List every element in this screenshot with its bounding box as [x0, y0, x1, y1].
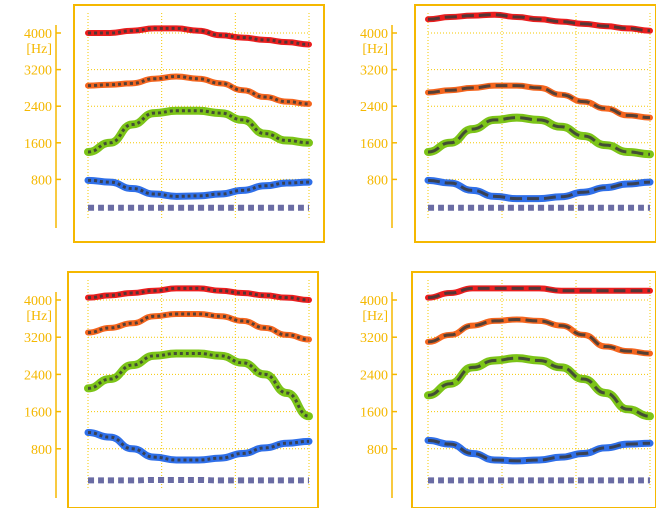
series-line-f2 — [84, 349, 313, 421]
plot-frame — [73, 4, 325, 243]
reference-line-f4 — [87, 286, 310, 302]
reference-line-f1 — [427, 178, 651, 201]
y-tick-label: 3200 — [24, 64, 52, 79]
chart-panel-2: 800 1600 2400 3200 4000[Hz] — [360, 4, 656, 243]
chart-panel-4: 800 1600 2400 3200 4000[Hz] — [360, 271, 656, 508]
y-tick-label: 2400 — [24, 368, 52, 383]
y-tick-label: 3200 — [360, 64, 388, 79]
y-tick-label: 4000 — [24, 294, 52, 309]
series-line-f1 — [84, 429, 313, 464]
y-unit-label: [Hz] — [26, 42, 52, 57]
y-tick-label: 1600 — [24, 406, 52, 421]
series-line-f4 — [85, 285, 312, 303]
reference-line-f1 — [87, 431, 310, 462]
y-tick-label: 2400 — [360, 368, 388, 383]
plot-frame — [67, 271, 319, 508]
reference-line-f4 — [427, 286, 650, 300]
chart-panel-3: 800 1600 2400 3200 4000[Hz] — [24, 271, 319, 508]
plot-frame — [411, 271, 656, 508]
y-unit-label: [Hz] — [362, 42, 388, 57]
y-unit-label: [Hz] — [26, 309, 52, 324]
reference-line-f2 — [87, 351, 310, 418]
reference-line-f1 — [87, 178, 310, 198]
chart-panel-1: 800 1600 2400 3200 4000[Hz] — [24, 4, 325, 243]
y-tick-label: 2400 — [360, 100, 388, 115]
y-tick-label: 3200 — [24, 331, 52, 346]
y-tick-label: 800 — [367, 173, 388, 188]
y-tick-label: 1600 — [360, 137, 388, 152]
y-tick-label: 4000 — [24, 27, 52, 42]
reference-line-f1 — [427, 438, 651, 463]
y-tick-label: 2400 — [24, 100, 52, 115]
series-line-f3 — [425, 316, 653, 357]
reference-line-f2 — [427, 116, 651, 156]
series-line-f3 — [85, 310, 312, 343]
reference-line-f3 — [87, 312, 310, 342]
series-line-f2 — [424, 354, 654, 421]
series-line-f2 — [84, 106, 313, 156]
reference-line-f4 — [88, 26, 310, 46]
y-tick-label: 800 — [367, 443, 388, 458]
reference-line-f3 — [427, 318, 651, 355]
y-unit-label: [Hz] — [362, 309, 388, 324]
plot-frame — [414, 4, 656, 243]
y-tick-label: 4000 — [360, 27, 388, 42]
y-tick-label: 800 — [31, 173, 52, 188]
y-tick-label: 3200 — [360, 331, 388, 346]
y-tick-label: 1600 — [24, 137, 52, 152]
reference-line-f4 — [427, 13, 651, 33]
y-tick-label: 4000 — [360, 294, 388, 309]
reference-line-f2 — [427, 356, 651, 418]
series-line-f1 — [84, 176, 313, 200]
reference-line-f2 — [87, 109, 310, 154]
reference-line-f3 — [87, 74, 310, 106]
reference-line-f3 — [427, 84, 651, 120]
y-tick-label: 800 — [31, 443, 52, 458]
y-tick-label: 1600 — [360, 406, 388, 421]
series-line-f1 — [424, 176, 654, 203]
